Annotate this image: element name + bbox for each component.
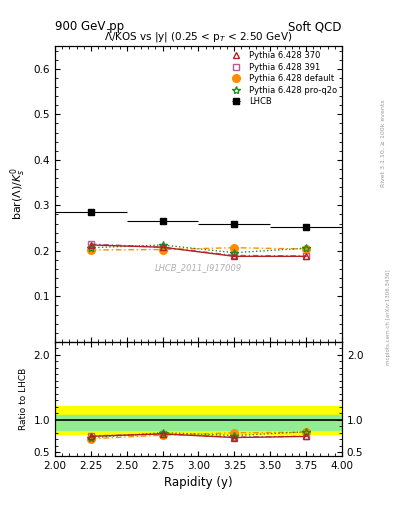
Pythia 6.428 pro-q2o bbox=[304, 245, 309, 251]
Pythia 6.428 370 bbox=[88, 242, 93, 248]
Pythia 6.428 default bbox=[88, 247, 93, 253]
Pythia 6.428 391 bbox=[304, 253, 309, 259]
Text: Soft QCD: Soft QCD bbox=[288, 20, 342, 33]
Legend: Pythia 6.428 370, Pythia 6.428 391, Pythia 6.428 default, Pythia 6.428 pro-q2o, : Pythia 6.428 370, Pythia 6.428 391, Pyth… bbox=[224, 48, 340, 110]
Pythia 6.428 391 bbox=[88, 241, 93, 247]
Pythia 6.428 pro-q2o bbox=[232, 250, 237, 256]
Pythia 6.428 pro-q2o bbox=[88, 245, 93, 251]
Line: Pythia 6.428 pro-q2o: Pythia 6.428 pro-q2o bbox=[87, 241, 310, 257]
Pythia 6.428 391 bbox=[160, 244, 165, 250]
Pythia 6.428 default bbox=[232, 245, 237, 251]
Pythia 6.428 370 bbox=[160, 244, 165, 250]
Y-axis label: Ratio to LHCB: Ratio to LHCB bbox=[19, 368, 28, 430]
Line: Pythia 6.428 391: Pythia 6.428 391 bbox=[88, 241, 309, 259]
Line: Pythia 6.428 default: Pythia 6.428 default bbox=[87, 244, 310, 254]
Bar bbox=[55, 406, 342, 434]
Line: Pythia 6.428 370: Pythia 6.428 370 bbox=[87, 242, 310, 260]
X-axis label: Rapidity (y): Rapidity (y) bbox=[164, 476, 233, 489]
Pythia 6.428 370 bbox=[304, 253, 309, 260]
Pythia 6.428 pro-q2o bbox=[160, 242, 165, 248]
Pythia 6.428 default bbox=[304, 246, 309, 252]
Text: mcplots.cern.ch [arXiv:1306.3436]: mcplots.cern.ch [arXiv:1306.3436] bbox=[386, 270, 391, 365]
Pythia 6.428 370 bbox=[232, 253, 237, 260]
Text: Rivet 3.1.10, ≥ 100k events: Rivet 3.1.10, ≥ 100k events bbox=[381, 99, 386, 187]
Pythia 6.428 default bbox=[160, 246, 165, 252]
Title: $\bar{\Lambda}$/KOS vs |y| (0.25 < p$_{T}$ < 2.50 GeV): $\bar{\Lambda}$/KOS vs |y| (0.25 < p$_{T… bbox=[104, 29, 293, 45]
Bar bbox=[55, 415, 342, 430]
Y-axis label: bar($\Lambda$)/$K^0_s$: bar($\Lambda$)/$K^0_s$ bbox=[9, 167, 28, 221]
Text: LHCB_2011_I917009: LHCB_2011_I917009 bbox=[155, 264, 242, 272]
Pythia 6.428 391 bbox=[232, 252, 237, 259]
Text: 900 GeV pp: 900 GeV pp bbox=[55, 20, 124, 33]
